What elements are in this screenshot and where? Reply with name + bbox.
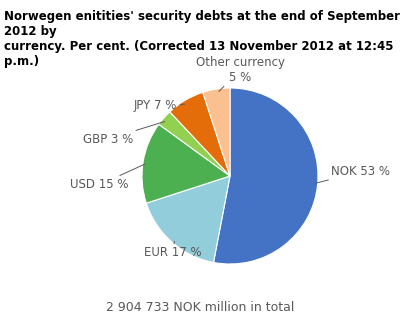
Text: Norwegen enitities' security debts at the end of September 2012 by
currency. Per: Norwegen enitities' security debts at th…: [4, 10, 400, 68]
Text: 2 904 733 NOK million in total: 2 904 733 NOK million in total: [106, 300, 294, 314]
Wedge shape: [203, 88, 230, 176]
Wedge shape: [170, 92, 230, 176]
Text: USD 15 %: USD 15 %: [70, 164, 145, 191]
Text: NOK 53 %: NOK 53 %: [316, 165, 390, 183]
Text: Other currency
5 %: Other currency 5 %: [196, 56, 285, 92]
Text: JPY 7 %: JPY 7 %: [134, 99, 185, 112]
Wedge shape: [214, 88, 318, 264]
Text: GBP 3 %: GBP 3 %: [83, 122, 165, 146]
Wedge shape: [142, 124, 230, 203]
Wedge shape: [159, 112, 230, 176]
Text: EUR 17 %: EUR 17 %: [144, 242, 202, 260]
Wedge shape: [146, 176, 230, 262]
